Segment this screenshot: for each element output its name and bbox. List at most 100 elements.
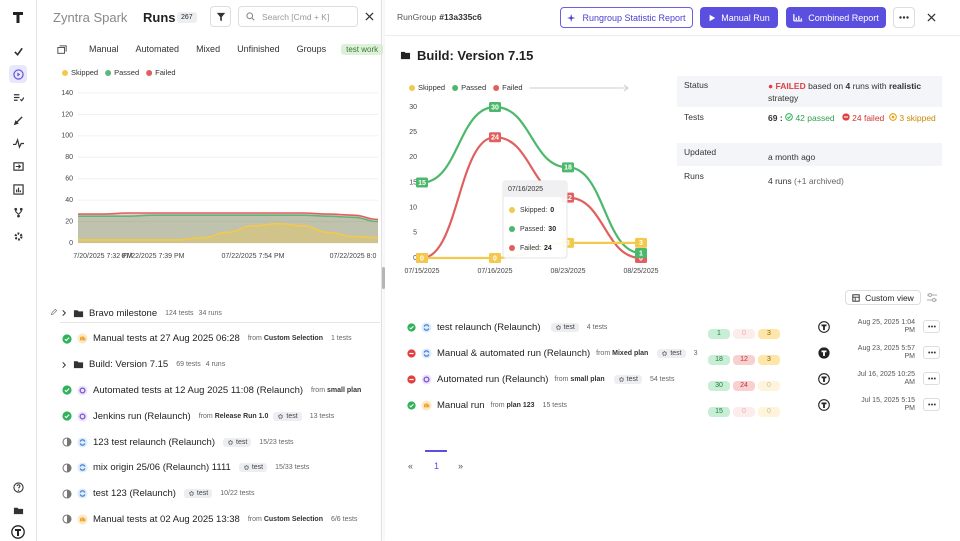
data-label: 12	[564, 195, 572, 202]
run-type-icon	[421, 347, 432, 359]
series-line	[78, 222, 379, 241]
group-row[interactable]: Build: Version 7.15 69 tests 4 runs	[60, 356, 225, 374]
tab[interactable]: Automated	[135, 44, 180, 54]
help-icon[interactable]	[9, 478, 27, 496]
avatar[interactable]	[9, 523, 27, 541]
tabs-icon[interactable]	[57, 45, 67, 55]
prev-page[interactable]: «	[408, 461, 414, 471]
folder-icon[interactable]	[9, 501, 27, 519]
app-name: Zyntra Spark	[53, 10, 128, 25]
run-row[interactable]: Manual tests at 27 Aug 2025 06:28 from Cus…	[62, 330, 352, 348]
point-marker	[416, 177, 428, 188]
run-name: test relaunch (Relaunch)	[437, 321, 541, 333]
run-source: small plan	[327, 386, 362, 394]
run-row[interactable]: Automated tests at 12 Aug 2025 11:08 (Re…	[62, 381, 361, 399]
row-menu-button[interactable]	[923, 372, 940, 385]
custom-view-button[interactable]: Custom view	[845, 290, 921, 305]
legend-label: Skipped	[71, 68, 98, 77]
tab-chip[interactable]: test work	[341, 44, 384, 55]
icon-shape	[821, 350, 827, 356]
row-menu-button[interactable]	[923, 320, 940, 333]
tab[interactable]: Mixed	[196, 44, 221, 54]
assignee-avatar	[818, 321, 830, 333]
manual-run-button[interactable]: Manual Run	[700, 7, 778, 28]
run-name: Jenkins run (Relaunch)	[93, 410, 191, 422]
close-panel-button[interactable]	[927, 13, 936, 22]
nav-icon[interactable]	[9, 134, 27, 152]
nav-icon[interactable]	[9, 42, 27, 60]
group-runs: 4 runs	[205, 361, 226, 369]
run-row[interactable]: Manual & automated run (Relaunch) from Mix…	[407, 344, 698, 362]
run-row[interactable]: Manual run from plan 123 15 tests	[407, 396, 567, 414]
nav-icon[interactable]	[9, 203, 27, 221]
data-label: 3	[639, 240, 643, 247]
next-page[interactable]: »	[458, 461, 464, 471]
status-icon	[407, 374, 416, 384]
statistic-report-button[interactable]: Rungroup Statistic Report	[560, 7, 693, 28]
icon-shape	[79, 464, 86, 471]
group-row[interactable]: Bravo milestone 124 tests 34 runs	[60, 304, 222, 322]
run-type-icon	[77, 385, 88, 396]
icon-shape	[12, 68, 24, 80]
nav-icon[interactable]	[9, 180, 27, 198]
nav-icon[interactable]	[9, 88, 27, 106]
run-row[interactable]: Automated run (Relaunch) from small plan te…	[407, 370, 674, 388]
run-row[interactable]: test relaunch (Relaunch) test 4 tests	[407, 318, 607, 336]
filter-button[interactable]	[210, 6, 231, 27]
row-menu-button[interactable]	[923, 398, 940, 411]
status-icon	[407, 400, 416, 410]
current-page[interactable]: 1	[434, 461, 440, 471]
run-row[interactable]: test 123 (Relaunch) test 10/22 tests	[62, 485, 254, 503]
tooltip-swatch	[509, 245, 515, 251]
icon-shape	[77, 462, 88, 473]
run-type-icon	[421, 321, 432, 333]
icon-shape	[409, 403, 414, 408]
series-line	[421, 105, 642, 255]
icon-shape	[421, 321, 432, 333]
icon	[12, 481, 24, 493]
run-row[interactable]: Jenkins run (Relaunch) from Release Run 1.…	[62, 407, 334, 425]
icon-shape	[933, 351, 936, 354]
tag-icon	[662, 350, 668, 356]
icon-shape	[818, 373, 830, 385]
result-counts: 30 24 0	[708, 374, 783, 392]
nav-icon[interactable]	[9, 157, 27, 175]
run-row[interactable]: 123 test relaunch (Relaunch) test 15/23 te…	[62, 433, 294, 451]
run-row[interactable]: Manual tests at 02 Aug 2025 13:38 from Cus…	[62, 510, 357, 528]
more-button[interactable]	[893, 7, 915, 28]
icon-shape	[567, 13, 576, 22]
settings-icon[interactable]	[927, 293, 937, 302]
nav-icon-active[interactable]	[9, 65, 27, 83]
x-tick-label: 08/25/2025	[623, 268, 658, 275]
point-marker	[489, 132, 501, 143]
legend-swatch	[452, 85, 459, 91]
tooltip-row-label: Passed:	[520, 226, 545, 233]
run-date: Jul 16, 2025 10:25 AM	[857, 371, 915, 386]
row-menu-button[interactable]	[923, 346, 940, 359]
logo[interactable]	[9, 8, 27, 26]
run-row[interactable]: mix origin 25/06 (Relaunch) 1111 test 15/3…	[62, 459, 309, 477]
data-label: 1	[639, 250, 643, 257]
combined-report-button[interactable]: Combined Report	[786, 7, 886, 28]
passed-count: 18	[708, 355, 730, 365]
tab[interactable]: Manual	[89, 44, 119, 54]
icon-shape	[785, 113, 793, 121]
tab[interactable]: Groups	[296, 44, 327, 54]
menu-icon	[927, 403, 936, 406]
nav-icon[interactable]	[9, 227, 27, 245]
menu-icon	[927, 325, 936, 328]
tab[interactable]: Unfinished	[237, 44, 280, 54]
button-label: Rungroup Statistic Report	[582, 12, 686, 23]
run-name: 123 test relaunch (Relaunch)	[93, 436, 215, 448]
icon-shape	[15, 187, 21, 192]
splitter-handle[interactable]	[382, 267, 385, 289]
nav-icon[interactable]	[9, 111, 27, 129]
close-button[interactable]	[365, 12, 374, 21]
icon	[13, 231, 23, 241]
search-box[interactable]: Search [Cmd + K]	[238, 6, 358, 27]
edit-icon	[50, 308, 58, 316]
status-dot: ●	[768, 81, 774, 91]
legend-swatch	[146, 70, 153, 76]
